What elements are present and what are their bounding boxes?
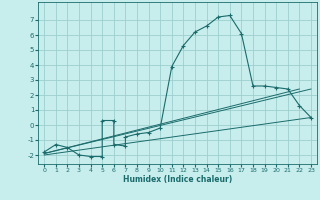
X-axis label: Humidex (Indice chaleur): Humidex (Indice chaleur) (123, 175, 232, 184)
